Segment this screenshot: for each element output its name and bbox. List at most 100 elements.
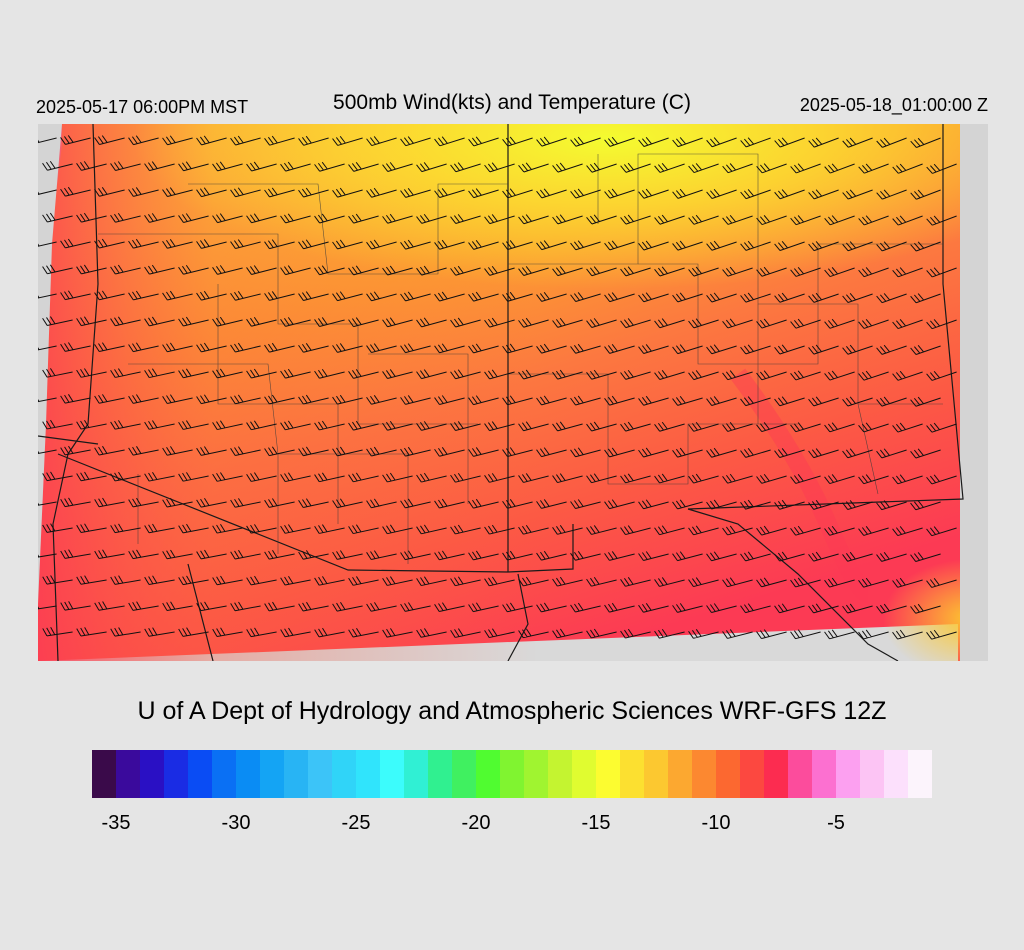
wind-barb (910, 396, 941, 407)
wind-barb (38, 393, 57, 404)
wind-barb (416, 162, 447, 173)
wind-barb (876, 500, 907, 511)
wind-barb (876, 241, 907, 252)
wind-barb (824, 267, 855, 278)
wind-barb (790, 525, 821, 536)
wind-barb (400, 395, 431, 405)
wind-barb (824, 577, 855, 588)
colorbar-swatch (236, 750, 261, 798)
valid-time-local: 2025-05-17 06:00PM MST (36, 97, 249, 117)
wind-barb (178, 472, 209, 482)
wind-barb (212, 575, 243, 586)
wind-barb (570, 499, 601, 510)
wind-barb (552, 525, 583, 535)
wind-barb (332, 394, 363, 405)
wind-barb (144, 264, 175, 275)
wind-barb (824, 629, 855, 640)
chart-title: 500mb Wind(kts) and Temperature (C) (333, 91, 691, 114)
wind-barb (468, 343, 499, 354)
wind-barb (434, 447, 465, 457)
wind-barb (536, 499, 567, 509)
wind-barb (842, 293, 873, 303)
wind-barb (42, 523, 73, 533)
colorbar-swatch (308, 750, 333, 798)
wind-barb (638, 551, 669, 561)
wind-barb (332, 187, 363, 198)
wind-barb (212, 265, 243, 275)
wind-barb (484, 162, 515, 173)
wind-barb (314, 368, 345, 379)
colorbar-swatch (404, 750, 429, 798)
wind-barb (552, 317, 583, 328)
wind-barb (926, 422, 957, 433)
wind-barb (60, 549, 91, 559)
wind-barb (162, 601, 193, 611)
wind-barb (382, 369, 413, 379)
wind-barb (246, 627, 277, 638)
wind-barb (38, 290, 57, 301)
wind-barb (790, 629, 821, 640)
wind-barb (128, 187, 159, 197)
wind-barb (570, 602, 601, 613)
wind-barb (76, 471, 107, 482)
wind-barb (910, 241, 941, 252)
wind-barb (926, 578, 957, 588)
wind-barb (756, 370, 787, 381)
wind-barb (264, 239, 295, 250)
wind-barb (876, 448, 907, 459)
wind-barb (552, 628, 583, 639)
wind-barb (230, 239, 261, 250)
wind-barb (858, 215, 889, 226)
wind-barb (808, 241, 839, 252)
colorbar-label: -15 (581, 812, 611, 834)
southeast-cold-overlay (638, 424, 988, 661)
wind-barb (620, 318, 651, 329)
wind-barb (434, 136, 465, 147)
wind-barb (110, 161, 141, 171)
wind-barb (672, 292, 703, 303)
wind-barb (450, 317, 481, 328)
wind-barb (434, 550, 465, 561)
wind-barb (688, 421, 719, 432)
wind-barb (892, 163, 923, 174)
wind-barb (230, 291, 261, 301)
wind-barb (450, 472, 481, 483)
wind-barb (196, 601, 227, 612)
wind-barb (808, 344, 839, 355)
wind-barb (212, 213, 243, 224)
wind-barb (246, 472, 277, 482)
wind-barb (638, 240, 669, 251)
wind-barb (60, 290, 91, 301)
wind-barb (910, 345, 941, 355)
wind-barb (42, 264, 73, 275)
wind-barb (518, 421, 549, 432)
colorbar-swatch (356, 750, 381, 798)
colorbar-label: -30 (221, 812, 251, 834)
wind-barb (366, 395, 397, 405)
wind-barb (774, 448, 805, 458)
wind-barb (230, 187, 261, 198)
wind-barb (586, 525, 617, 535)
wind-barb (672, 188, 703, 199)
wind-barb (298, 291, 329, 302)
wind-barb (178, 575, 209, 586)
wind-barb (892, 370, 923, 381)
wind-barb (196, 498, 227, 508)
wind-barb (382, 420, 413, 431)
colorbar-swatch (260, 750, 285, 798)
wind-barb (892, 526, 923, 537)
colorbar-swatch (692, 750, 717, 798)
wind-barb (620, 369, 651, 380)
wind-barb (366, 343, 397, 354)
wind-barb (94, 135, 125, 146)
wind-barb (722, 577, 753, 588)
wind-barb (178, 627, 209, 637)
wind-barb (638, 344, 669, 355)
wind-barb (434, 395, 465, 406)
wind-barb (196, 290, 227, 301)
wind-barb (230, 446, 261, 456)
wind-barb (76, 212, 107, 223)
wind-barb (910, 137, 941, 148)
colorbar-swatch (380, 750, 405, 798)
wind-barb (910, 293, 941, 304)
